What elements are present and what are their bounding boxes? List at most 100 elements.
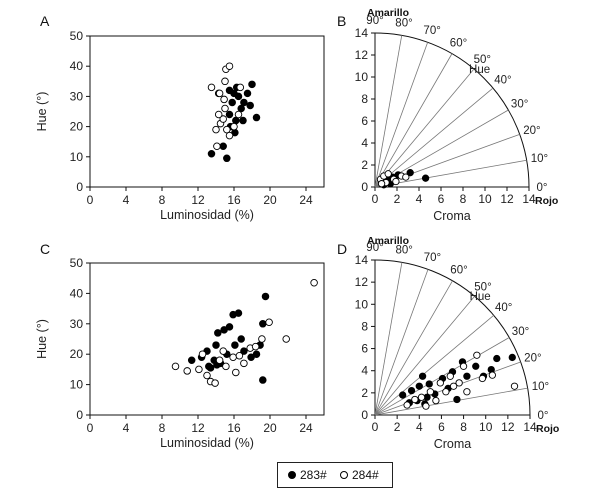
data-point-C-s0-15 [240,347,248,355]
x-tick-label-D-3: 6 [438,420,445,434]
data-point-C-s0-20 [261,292,270,301]
data-point-D-s1-11 [488,371,497,379]
x-tick-label-B-4: 8 [460,192,467,206]
data-point-A-s0-17 [252,113,261,122]
x-tick-label-A-4: 16 [227,193,241,207]
spoke-D-6 [374,280,453,416]
data-point-C-s0-12 [231,341,239,349]
y-tick-label-D-2: 4 [361,364,368,378]
data-point-C-s1-8 [222,362,230,371]
x-tick-label-D-2: 4 [416,420,423,434]
data-point-B-s1-7 [392,177,400,186]
data-point-D-s1-7 [455,379,463,387]
data-point-C-s0-14 [237,335,245,343]
angle-label-D-6: 60° [450,265,467,277]
y-tick-label-B-1: 2 [361,158,368,172]
angle-label-B-7: 70° [423,25,440,37]
x-tick-label-B-1: 2 [394,192,401,206]
data-point-A-s0-10 [232,116,240,125]
x-tick-label-C-5: 20 [263,421,277,435]
data-point-D-s0-3 [415,382,423,390]
data-point-D-s0-13 [463,372,471,380]
spoke-B-5 [374,68,475,188]
data-point-D-s0-14 [472,362,480,370]
y-tick-label-D-3: 6 [361,342,368,356]
x-tick-label-D-4: 8 [460,420,467,434]
x-tick-label-C-2: 8 [159,421,166,435]
x-tick-label-A-2: 8 [159,193,166,207]
data-point-D-s1-8 [463,388,471,396]
angle-title-D: Hue [470,291,491,303]
data-point-A-s1-6 [212,125,220,134]
y-tick-label-D-4: 8 [361,319,368,333]
data-point-A-s1-8 [223,125,231,134]
data-point-A-s0-15 [246,101,254,110]
data-point-A-s1-3 [225,62,234,70]
data-point-C-s0-6 [214,329,222,337]
x-tick-label-A-0: 0 [87,193,94,207]
legend-filled-marker [288,471,296,479]
spoke-B-7 [374,42,429,188]
data-point-A-s1-13 [214,110,223,119]
data-point-C-s1-10 [232,368,240,377]
data-point-C-s1-13 [251,342,260,351]
data-point-B-s1-6 [377,180,386,188]
x-tick-label-D-7: 14 [523,420,537,434]
spoke-B-4 [374,87,494,188]
panel-letter-C: C [40,241,50,257]
panel-letter-B: B [337,13,346,29]
y-tick-label-B-2: 4 [361,136,368,150]
data-point-C-s1-18 [235,351,244,360]
y-tick-label-B-5: 10 [355,70,369,84]
data-point-D-s1-12 [510,382,519,390]
data-point-A-s1-4 [220,95,228,104]
angle-label-B-5: 50° [474,54,491,66]
angle-label-B-8: 80° [395,18,412,30]
data-point-C-s0-13 [234,309,243,317]
x-tick-label-A-5: 20 [263,193,277,207]
data-point-A-s1-9 [225,131,234,140]
data-point-C-s0-0 [187,356,196,365]
data-point-C-s1-3 [198,350,207,358]
data-point-D-s1-10 [478,374,487,383]
x-tick-label-B-0: 0 [372,192,379,206]
data-point-A-s1-11 [234,110,243,119]
x-tick-label-D-5: 10 [479,420,493,434]
x-tick-label-B-3: 6 [438,192,445,206]
y-tick-label-D-7: 14 [355,253,369,267]
data-point-D-s0-11 [453,395,461,404]
x-tick-label-C-1: 4 [123,421,130,435]
data-point-D-s1-6 [449,382,458,390]
data-point-B-s1-2 [384,170,392,178]
legend-item-283: 283# [288,468,327,482]
data-point-C-s0-19 [259,320,267,328]
angle-label-D-5: 50° [474,281,491,293]
angle-label-D-3: 30° [512,326,529,338]
data-point-A-s1-7 [219,115,227,123]
outer-arc-B [374,32,530,188]
data-point-C-s1-11 [240,359,248,368]
spoke-B-1 [374,159,527,188]
y-tick-label-D-6: 12 [355,275,369,289]
data-point-C-s1-15 [265,318,273,327]
data-point-A-s1-0 [207,83,216,92]
data-point-D-s1-9 [473,351,481,359]
y-tick-label-A-1: 10 [70,150,84,164]
data-point-C-s1-4 [203,371,211,380]
spoke-D-4 [374,315,494,416]
x-tick-label-B-7: 14 [522,192,536,206]
y-tick-label-A-5: 50 [70,29,84,43]
legend-item-284: 284# [340,468,379,482]
angle-label-B-6: 60° [450,37,467,49]
data-point-C-s1-16 [282,335,290,343]
angle-label-D-9: 90° [366,242,383,254]
angle-label-D-0: 0° [538,410,549,422]
y-tick-label-A-0: 0 [76,180,83,194]
data-point-D-s1-16 [432,396,440,405]
outer-arc-D [374,259,531,416]
data-point-C-s0-22 [205,362,213,371]
angle-label-B-2: 20° [523,125,540,137]
x-tick-label-A-3: 12 [191,193,205,207]
data-point-A-s0-4 [228,98,236,107]
